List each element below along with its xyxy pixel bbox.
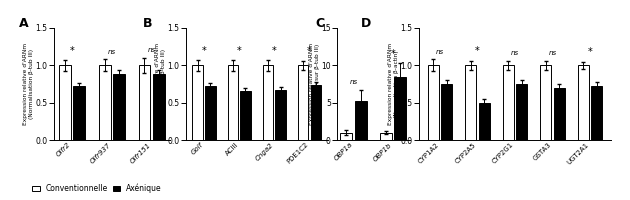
Text: *: * xyxy=(237,46,241,56)
Text: *: * xyxy=(588,47,592,57)
Bar xyxy=(554,88,565,140)
Text: ns: ns xyxy=(108,49,116,55)
Text: *: * xyxy=(307,46,312,56)
Bar xyxy=(516,84,527,140)
Bar xyxy=(578,65,589,140)
Text: *: * xyxy=(70,46,74,56)
Text: D: D xyxy=(362,17,372,30)
Bar xyxy=(311,85,321,140)
Bar xyxy=(298,65,309,140)
Bar xyxy=(340,133,352,140)
Y-axis label: Expression relative d'ARNm
(Normalisation β-tub III): Expression relative d'ARNm (Normalisatio… xyxy=(155,43,166,125)
Bar xyxy=(380,133,392,140)
Text: C: C xyxy=(315,17,324,30)
Bar xyxy=(139,65,151,140)
Bar xyxy=(591,86,602,140)
Legend: Conventionnelle, Axénique: Conventionnelle, Axénique xyxy=(29,181,165,196)
Text: ns: ns xyxy=(549,50,556,56)
Bar xyxy=(441,84,452,140)
Bar xyxy=(503,65,514,140)
Bar xyxy=(428,65,439,140)
Bar xyxy=(465,65,476,140)
Bar xyxy=(275,90,286,140)
Bar xyxy=(479,103,490,140)
Text: ns: ns xyxy=(436,49,444,55)
Bar xyxy=(355,101,367,140)
Text: B: B xyxy=(143,17,153,30)
Bar xyxy=(263,65,273,140)
Text: ns: ns xyxy=(511,50,519,56)
Bar xyxy=(540,65,551,140)
Bar xyxy=(99,65,111,140)
Y-axis label: Expression relative d'ARNm
(Normalisation β-actin): Expression relative d'ARNm (Normalisatio… xyxy=(388,43,399,125)
Bar xyxy=(59,65,71,140)
Bar xyxy=(73,86,85,140)
Bar xyxy=(240,91,251,140)
Text: *: * xyxy=(391,49,396,59)
Text: *: * xyxy=(272,46,277,56)
Bar xyxy=(192,65,203,140)
Bar xyxy=(153,74,165,140)
Text: *: * xyxy=(475,46,480,56)
Text: A: A xyxy=(19,17,28,30)
Y-axis label: Expression relative d'ARNm
(Normalisation sur β-tub III): Expression relative d'ARNm (Normalisatio… xyxy=(309,43,320,125)
Text: ns: ns xyxy=(350,79,357,85)
Bar xyxy=(394,77,406,140)
Text: *: * xyxy=(202,46,206,56)
Bar xyxy=(227,65,238,140)
Bar xyxy=(205,86,215,140)
Bar xyxy=(113,74,125,140)
Y-axis label: Expression relative d'ARNm
(Normalisation β-tub III): Expression relative d'ARNm (Normalisatio… xyxy=(23,43,34,125)
Text: ns: ns xyxy=(147,47,156,53)
